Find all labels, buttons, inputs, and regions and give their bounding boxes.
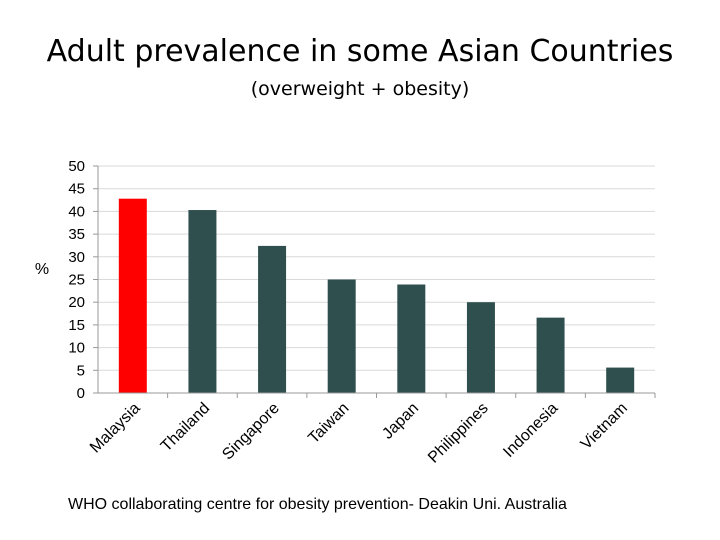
bar <box>397 284 426 393</box>
y-tick-label: 25 <box>68 272 85 289</box>
x-tick-label: Japan <box>379 400 422 443</box>
y-tick-label: 5 <box>77 362 85 379</box>
axes <box>93 165 656 398</box>
x-tick-label: Singapore <box>219 400 283 464</box>
y-tick-label: 40 <box>68 203 85 220</box>
x-tick-label: Philippines <box>425 400 492 467</box>
y-axis-label: % <box>35 261 49 278</box>
bar <box>188 210 217 393</box>
y-tick-label: 10 <box>68 340 85 357</box>
source-note: WHO collaborating centre for obesity pre… <box>68 496 567 513</box>
y-tick-label: 20 <box>68 294 85 311</box>
y-tick-label: 35 <box>68 226 85 243</box>
y-tick-label: 45 <box>68 181 85 198</box>
bar-chart: 0 5 10 15 20 25 30 35 40 45 50% Malaysia Thailand Sin… <box>35 158 656 467</box>
bar <box>327 279 356 393</box>
bar <box>466 302 495 393</box>
bar <box>258 245 287 393</box>
y-tick-label: 50 <box>68 158 85 175</box>
x-tick-label: Taiwan <box>305 400 352 447</box>
bar <box>118 198 147 393</box>
gridlines <box>98 165 655 371</box>
bar <box>536 317 565 393</box>
x-tick-label: Malaysia <box>87 400 144 457</box>
chart-title: Adult prevalence in some Asian Countries <box>46 34 674 69</box>
y-tick-label: 15 <box>68 317 85 334</box>
bar <box>606 367 635 393</box>
y-tick-label: 30 <box>68 249 85 266</box>
x-tick-label: Vietnam <box>578 400 631 453</box>
y-tick-label: 0 <box>77 385 85 402</box>
x-tick-label: Thailand <box>158 400 213 455</box>
bars <box>118 198 635 393</box>
chart-subtitle: (overweight + obesity) <box>250 78 470 100</box>
x-tick-label: Indonesia <box>500 400 561 461</box>
